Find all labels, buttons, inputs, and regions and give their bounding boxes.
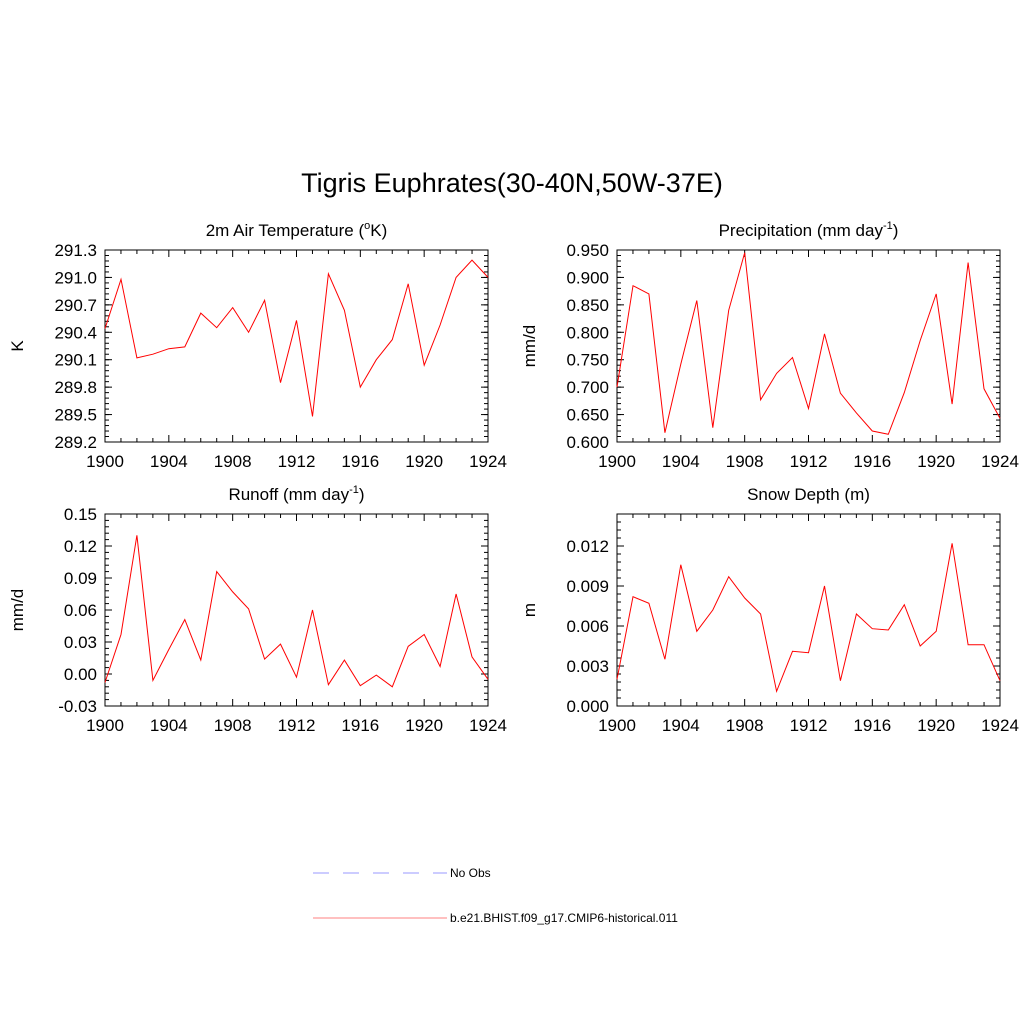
legend-label: No Obs: [450, 866, 491, 880]
y-tick-label: 0.15: [64, 505, 97, 524]
legend-label: b.e21.BHIST.f09_g17.CMIP6-historical.011: [450, 911, 678, 925]
panel-title: Runoff (mm day-1): [228, 484, 364, 504]
x-tick-label: 1908: [214, 716, 252, 735]
y-tick-label: 0.00: [64, 665, 97, 684]
series-line: [616, 252, 1001, 435]
panel-temp: 2m Air Temperature (oK) K 1900 1904 1908 1912…: [8, 220, 507, 471]
y-tick-label: -0.03: [58, 697, 97, 716]
y-tick-label: 290.4: [54, 323, 97, 342]
panel-title-sup: o: [364, 220, 370, 232]
y-tick-label: 291.3: [54, 241, 97, 260]
legend: No Obs b.e21.BHIST.f09_g17.CMIP6-historic…: [313, 866, 678, 925]
y-tick-label: 0.03: [64, 633, 97, 652]
plot-frame: [616, 513, 1001, 707]
panel-title-main: Snow Depth (m): [747, 485, 870, 504]
panel-precip: Precipitation (mm day-1) mm/d 1900 1904 1908…: [520, 220, 1019, 471]
y-tick-label: 289.2: [54, 433, 97, 452]
x-tick-label: 1924: [981, 452, 1019, 471]
y-tick-label: 290.1: [54, 351, 97, 370]
panel-title-main: 2m Air Temperature (: [206, 221, 365, 240]
x-tick-label: 1912: [790, 716, 828, 735]
x-tick-label: 1920: [917, 716, 955, 735]
x-tick-label: 1924: [469, 452, 507, 471]
y-axis-label: mm/d: [520, 325, 539, 368]
panel-title: Precipitation (mm day-1): [719, 220, 899, 240]
x-tick-label: 1900: [86, 452, 124, 471]
x-tick-label: 1908: [214, 452, 252, 471]
panel-runoff: Runoff (mm day-1) mm/d 1900 1904 1908 1912 191…: [8, 484, 507, 735]
y-axis-label: m: [520, 603, 539, 617]
y-tick-label: 0.006: [566, 617, 609, 636]
y-axis-label: K: [8, 340, 27, 352]
panel-title-main: Runoff (mm day: [228, 485, 349, 504]
y-tick-label: 0.06: [64, 601, 97, 620]
plot-frame: [104, 249, 489, 443]
series-line: [104, 535, 489, 688]
x-tick-label: 1900: [86, 716, 124, 735]
x-tick-label: 1920: [917, 452, 955, 471]
x-tick-label: 1904: [150, 452, 188, 471]
panel-title-end: ): [893, 221, 899, 240]
y-tick-label: 0.003: [566, 657, 609, 676]
x-tick-label: 1916: [853, 452, 891, 471]
series-line: [616, 543, 1001, 694]
y-tick-label: 0.800: [566, 323, 609, 342]
y-axis-label: mm/d: [8, 589, 27, 632]
panel-title-sup: -1: [349, 484, 359, 496]
x-tick-label: 1900: [598, 716, 636, 735]
x-tick-label: 1916: [341, 716, 379, 735]
x-tick-label: 1916: [853, 716, 891, 735]
plot-frame: [616, 249, 1001, 443]
y-tick-label: 289.8: [54, 378, 97, 397]
series-line: [104, 259, 489, 417]
y-tick-label: 290.7: [54, 296, 97, 315]
x-tick-label: 1900: [598, 452, 636, 471]
y-tick-label: 0.12: [64, 537, 97, 556]
x-tick-label: 1916: [341, 452, 379, 471]
y-tick-label: 0.09: [64, 569, 97, 588]
x-tick-label: 1912: [790, 452, 828, 471]
y-tick-label: 291.0: [54, 268, 97, 287]
x-tick-label: 1908: [726, 452, 764, 471]
panel-snow: Snow Depth (m) m 1900 1904 1908 1912 1916 1920 1…: [520, 485, 1019, 735]
x-tick-label: 1924: [469, 716, 507, 735]
y-tick-label: 0.900: [566, 268, 609, 287]
panel-title-main: Precipitation (mm day: [719, 221, 884, 240]
y-tick-label: 0.750: [566, 351, 609, 370]
y-tick-label: 0.600: [566, 433, 609, 452]
y-tick-label: 0.000: [566, 697, 609, 716]
y-tick-label: 0.850: [566, 296, 609, 315]
y-tick-label: 0.012: [566, 537, 609, 556]
x-tick-label: 1908: [726, 716, 764, 735]
panel-title: Snow Depth (m): [747, 485, 870, 504]
x-tick-label: 1920: [405, 452, 443, 471]
y-tick-label: 0.009: [566, 577, 609, 596]
y-tick-label: 0.700: [566, 378, 609, 397]
panel-title: 2m Air Temperature (oK): [206, 220, 388, 240]
x-tick-label: 1912: [278, 716, 316, 735]
x-tick-label: 1904: [150, 716, 188, 735]
y-tick-label: 0.650: [566, 406, 609, 425]
figure-title: Tigris Euphrates(30-40N,50W-37E): [301, 168, 723, 198]
y-tick-label: 0.950: [566, 241, 609, 260]
x-tick-label: 1912: [278, 452, 316, 471]
panel-title-end: ): [359, 485, 365, 504]
y-tick-label: 289.5: [54, 406, 97, 425]
panel-title-sup: -1: [883, 220, 893, 232]
x-tick-label: 1904: [662, 716, 700, 735]
x-tick-label: 1904: [662, 452, 700, 471]
panel-title-end: K): [370, 221, 387, 240]
x-tick-label: 1920: [405, 716, 443, 735]
x-tick-label: 1924: [981, 716, 1019, 735]
